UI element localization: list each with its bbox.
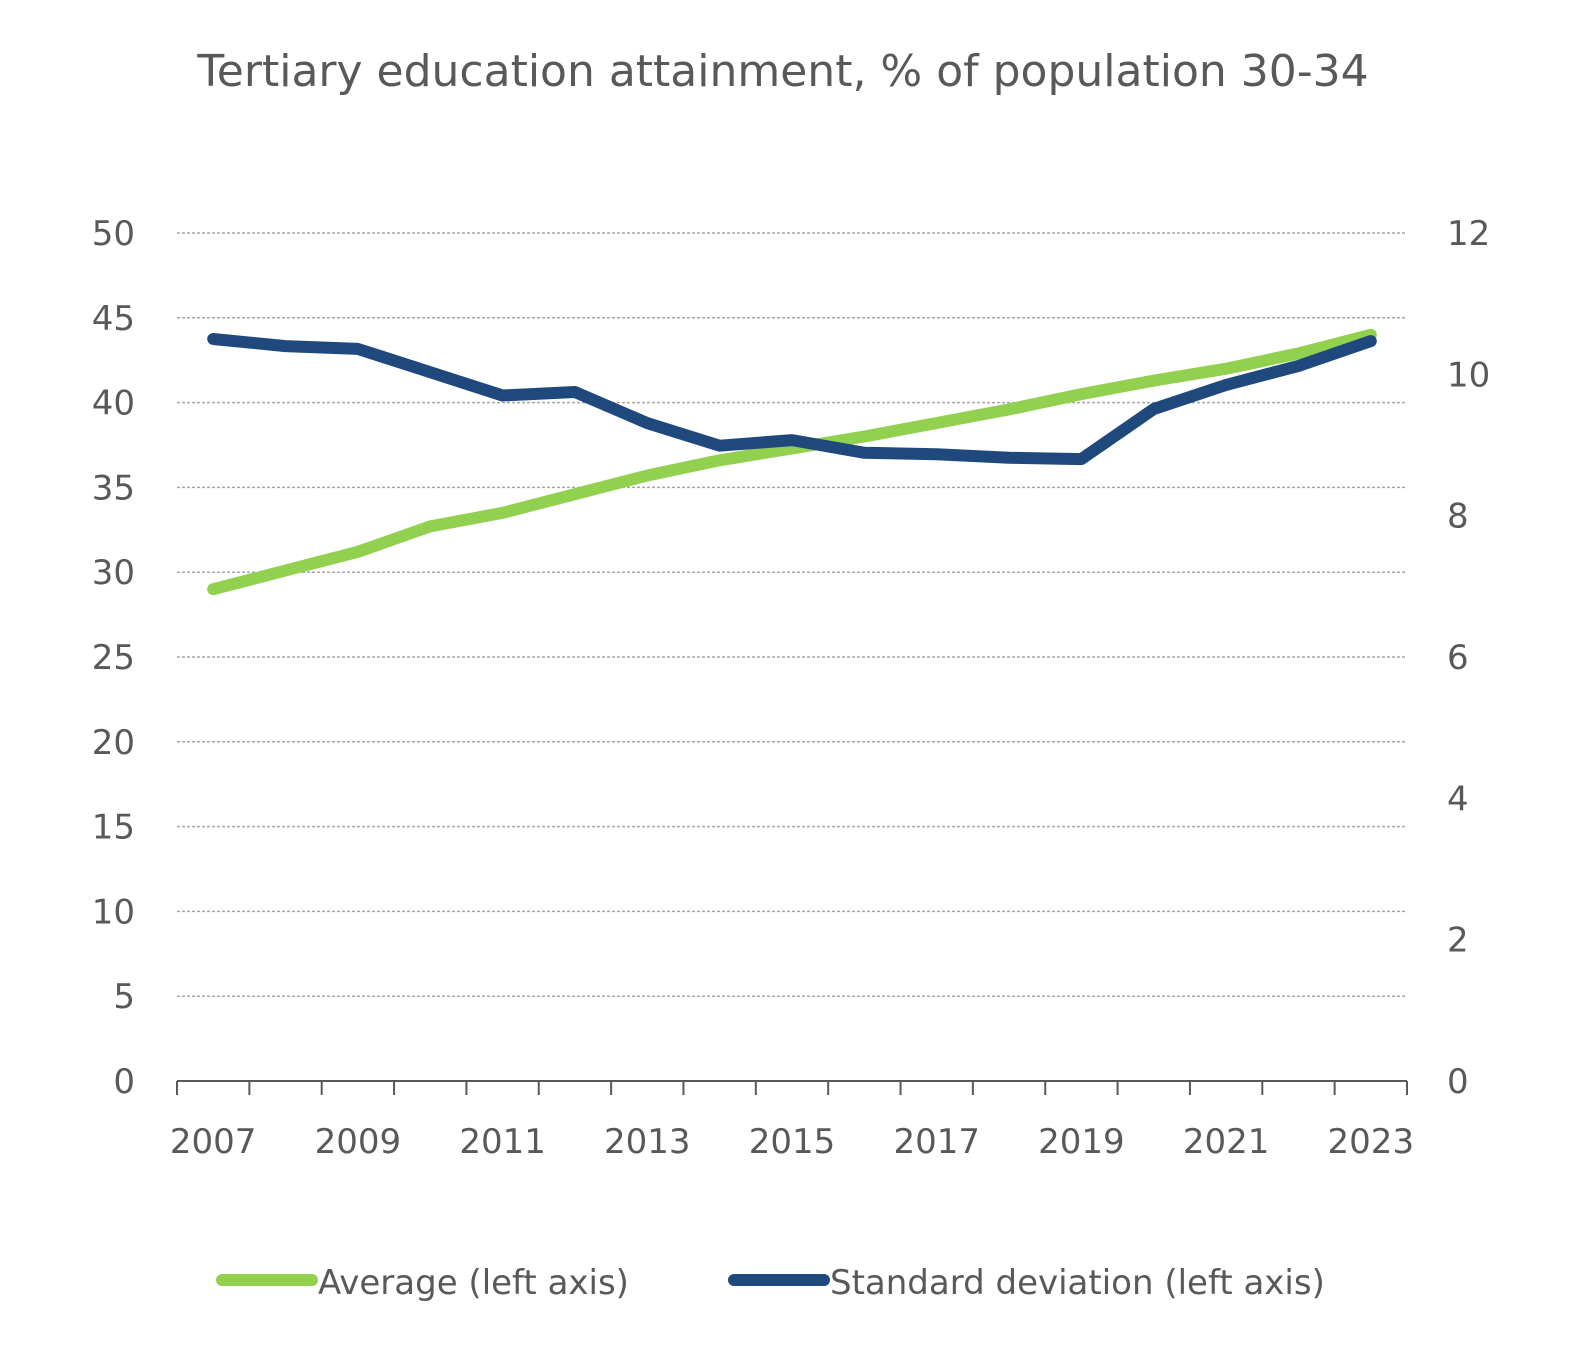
x-axis-tick-label: 2011 — [459, 1122, 546, 1162]
left-axis-tick-label: 0 — [113, 1062, 135, 1102]
series-line-average — [207, 328, 1377, 596]
left-axis-tick-label: 10 — [92, 892, 135, 932]
legend-label-std-dev: Standard deviation (left axis) — [830, 1263, 1325, 1303]
left-axis-tick-label: 30 — [92, 553, 135, 593]
left-axis-tick-label: 35 — [92, 468, 135, 508]
left-axis-tick-label: 25 — [92, 638, 135, 678]
right-axis-tick-label: 4 — [1447, 779, 1469, 819]
left-axis-tick-label: 45 — [92, 299, 135, 339]
right-axis-tick-label: 10 — [1447, 355, 1490, 395]
left-axis-tick-label: 5 — [113, 977, 135, 1017]
right-axis-tick-label: 12 — [1447, 214, 1490, 254]
left-axis-tick-label: 15 — [92, 808, 135, 848]
right-axis-tick-label: 8 — [1447, 497, 1469, 537]
x-axis-tick-label: 2009 — [315, 1122, 402, 1162]
left-axis-tick-label: 40 — [92, 384, 135, 424]
legend: Average (left axis) Standard deviation (… — [216, 1263, 1325, 1303]
right-axis-tick-label: 6 — [1447, 638, 1469, 678]
legend-label-average: Average (left axis) — [318, 1263, 629, 1303]
chart-title: Tertiary education attainment, % of popu… — [196, 46, 1368, 97]
left-axis-tick-label: 20 — [92, 723, 135, 763]
right-axis-tick-label: 0 — [1447, 1062, 1469, 1102]
right-axis-tick-label: 2 — [1447, 921, 1469, 961]
x-axis-tick-label: 2013 — [604, 1122, 691, 1162]
x-axis-tick-label: 2017 — [893, 1122, 980, 1162]
left-axis-tick-label: 50 — [92, 214, 135, 254]
x-axis-tick-label: 2015 — [749, 1122, 836, 1162]
series-line-std-dev — [207, 333, 1377, 466]
x-axis-tick-label: 2023 — [1328, 1122, 1415, 1162]
x-axis-tick-label: 2019 — [1038, 1122, 1125, 1162]
x-axis-tick-label: 2021 — [1183, 1122, 1270, 1162]
x-axis-tick-label: 2007 — [170, 1122, 257, 1162]
